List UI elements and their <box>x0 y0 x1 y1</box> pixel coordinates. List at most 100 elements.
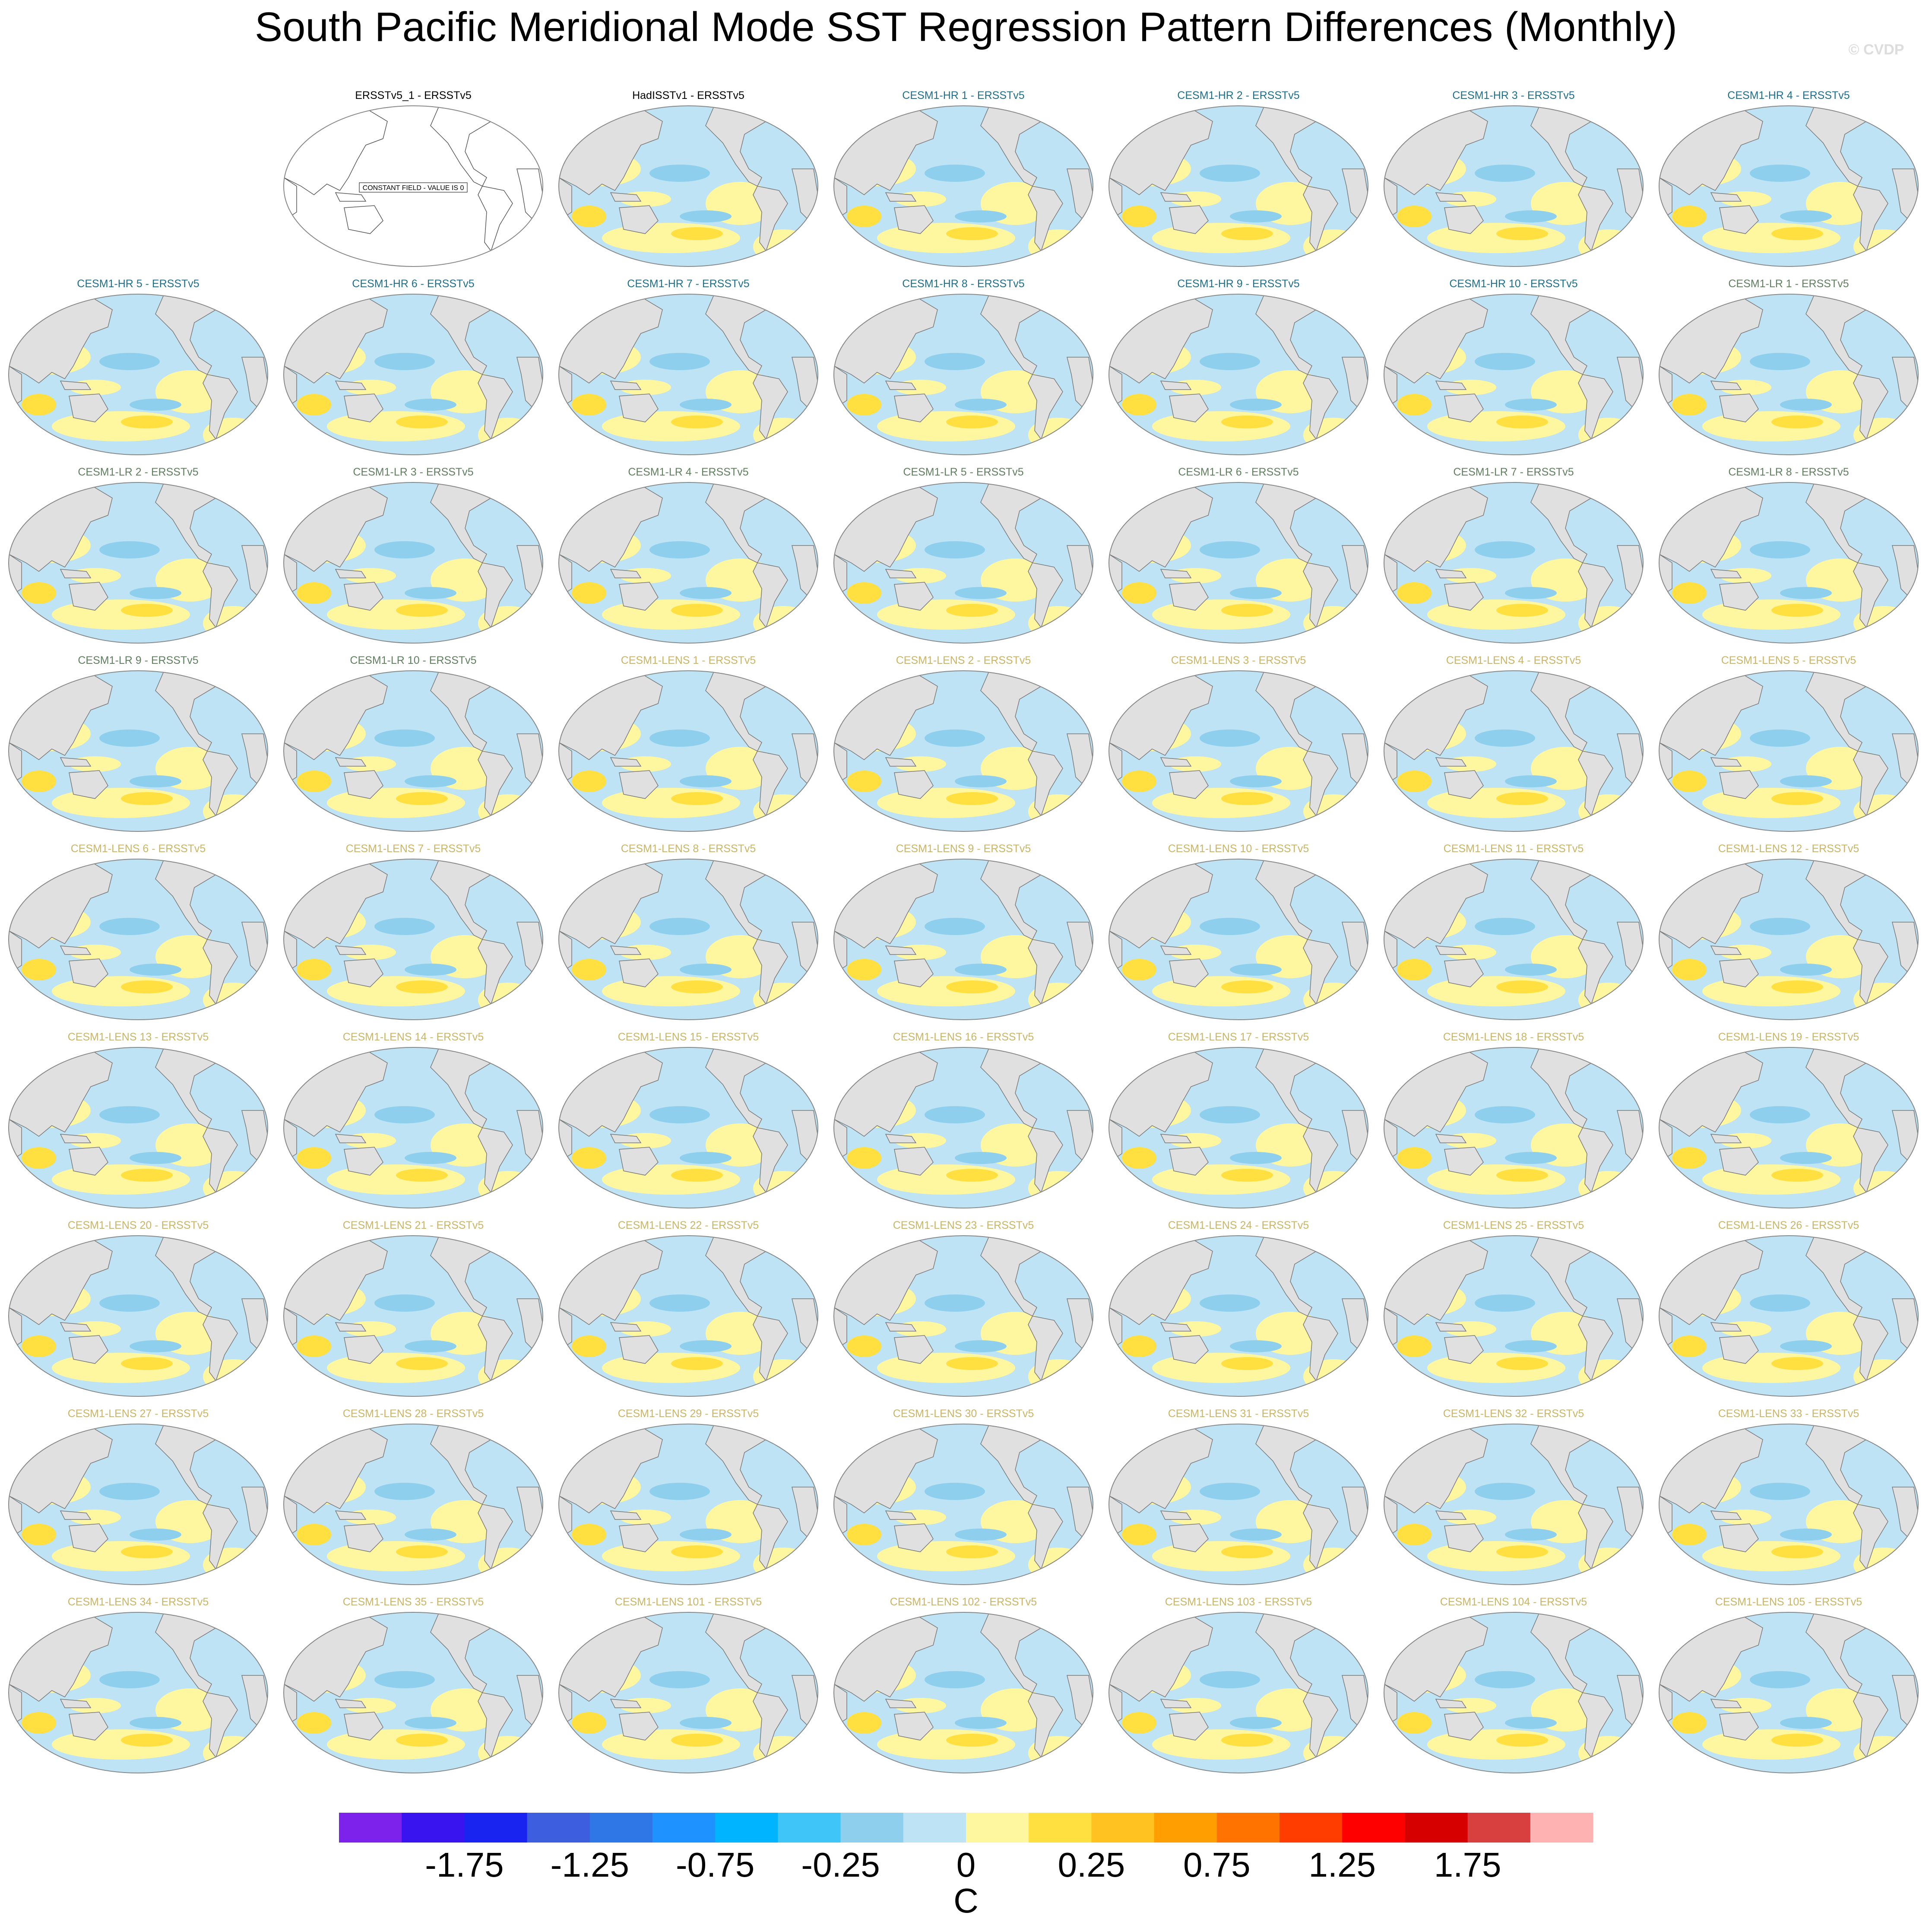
land <box>1577 1424 1609 1436</box>
field-patch <box>374 1106 435 1123</box>
field-patch <box>671 227 723 240</box>
map-border <box>833 105 1093 267</box>
map-field <box>834 106 1093 266</box>
land <box>477 859 509 871</box>
field-patch <box>1122 1524 1156 1545</box>
panel-title: CESM1-HR 7 - ERSSTv5 <box>627 278 749 290</box>
field-patch <box>1702 411 1840 441</box>
land <box>1435 381 1467 390</box>
map-field <box>284 1612 543 1773</box>
panel-title: CESM1-LR 10 - ERSSTv5 <box>350 654 476 666</box>
field-patch <box>1200 541 1260 558</box>
land <box>894 1712 934 1741</box>
panel-title: CESM1-LENS 15 - ERSSTv5 <box>618 1031 759 1043</box>
land <box>619 1523 659 1552</box>
land <box>1710 192 1742 202</box>
map-field <box>1109 1236 1368 1396</box>
field-patch <box>847 1712 881 1734</box>
field-patch <box>22 959 56 980</box>
field-patch <box>52 411 190 441</box>
field-patch <box>1221 415 1273 428</box>
field-patch <box>22 1147 56 1169</box>
land <box>1302 1612 1334 1624</box>
field-patch <box>327 1353 465 1383</box>
field-patch <box>121 415 173 428</box>
map-border <box>1109 1612 1368 1773</box>
land <box>69 958 108 987</box>
panel-title: CESM1-LR 5 - ERSSTv5 <box>903 466 1023 478</box>
land <box>1435 1699 1467 1708</box>
field-patch <box>1427 223 1565 253</box>
map-border <box>1659 482 1919 644</box>
land <box>1435 192 1467 202</box>
land <box>1444 1523 1484 1552</box>
field-patch <box>1200 918 1260 935</box>
land <box>1160 1699 1192 1708</box>
map-field <box>284 294 543 455</box>
land <box>1435 1134 1467 1143</box>
field-patch <box>1505 1340 1557 1352</box>
map-field <box>1109 482 1368 643</box>
land <box>1160 945 1192 955</box>
land <box>1577 1612 1609 1624</box>
field-patch <box>877 1164 1015 1195</box>
field-patch <box>1496 227 1548 240</box>
map-panel: CESM1-HR 6 - ERSSTv5 <box>283 278 543 455</box>
map-field <box>1109 1047 1368 1208</box>
field-patch <box>925 165 985 182</box>
map-panel: CESM1-LENS 9 - ERSSTv5 <box>833 843 1093 1020</box>
field-patch <box>1221 980 1273 993</box>
field-patch <box>671 792 723 805</box>
map <box>1659 1424 1919 1585</box>
map-border <box>833 482 1093 644</box>
land <box>1444 582 1484 611</box>
field-patch <box>396 1734 448 1747</box>
map-border <box>283 1424 543 1585</box>
land <box>1444 770 1484 799</box>
land <box>60 569 92 578</box>
map-field <box>559 294 818 455</box>
land <box>1160 192 1192 202</box>
map <box>1659 105 1919 267</box>
field-patch <box>327 411 465 441</box>
map-border <box>1109 1235 1368 1397</box>
panel-title: CESM1-LENS 30 - ERSSTv5 <box>893 1408 1034 1420</box>
field-patch <box>1152 1164 1290 1195</box>
land <box>1719 1335 1759 1364</box>
land <box>610 1322 642 1332</box>
land <box>335 1699 367 1708</box>
map-field <box>834 294 1093 455</box>
panel-title: CESM1-HR 5 - ERSSTv5 <box>77 278 199 290</box>
land <box>69 1523 108 1552</box>
panel-title: CESM1-LENS 24 - ERSSTv5 <box>1168 1219 1309 1231</box>
field-patch <box>1496 1357 1548 1370</box>
map-border <box>8 1047 268 1208</box>
panel-title: CESM1-LENS 34 - ERSSTv5 <box>68 1596 209 1608</box>
land <box>1027 1424 1059 1436</box>
map-field <box>1384 1047 1643 1208</box>
map-border <box>558 859 818 1020</box>
colorbar-bin <box>966 1813 1029 1843</box>
field-patch <box>602 1729 740 1760</box>
land <box>1435 1322 1467 1332</box>
field-patch <box>671 1734 723 1747</box>
land <box>1302 482 1334 494</box>
field-patch <box>374 729 435 747</box>
field-patch <box>297 771 331 792</box>
field-patch <box>1122 1712 1156 1734</box>
field-patch <box>405 1152 456 1164</box>
land <box>619 582 659 611</box>
field-patch <box>1475 541 1535 558</box>
field-patch <box>1152 976 1290 1006</box>
field-patch <box>374 541 435 558</box>
field-patch <box>877 788 1015 818</box>
field-patch <box>1771 980 1823 993</box>
map-border <box>1384 105 1644 267</box>
map-panel: CESM1-LENS 104 - ERSSTv5 <box>1384 1596 1644 1773</box>
panel-title: CESM1-LENS 3 - ERSSTv5 <box>1171 654 1306 666</box>
map-border <box>1109 859 1368 1020</box>
field-patch <box>946 1545 998 1558</box>
field-patch <box>99 353 160 370</box>
map <box>1384 1612 1644 1773</box>
land <box>335 1322 367 1332</box>
